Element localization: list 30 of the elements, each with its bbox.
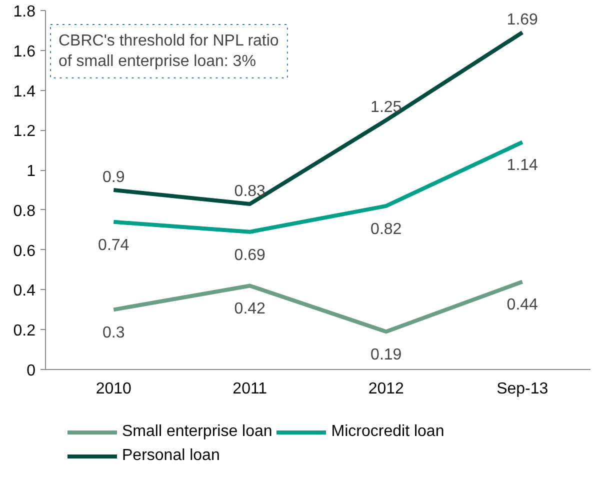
y-tick-label: 0.6: [13, 242, 36, 260]
x-tick-label: 2010: [96, 380, 132, 398]
y-tick-label: 0.8: [13, 202, 36, 220]
data-label: 0.82: [370, 220, 402, 238]
data-label: 1.69: [506, 11, 538, 28]
y-tick-label: 0: [26, 362, 36, 380]
data-label: 0.3: [102, 324, 125, 342]
data-label: 0.19: [370, 346, 402, 364]
y-tick-label: 0.2: [13, 322, 36, 340]
y-tick-label: 1.4: [13, 83, 36, 100]
data-label: 1.14: [506, 157, 538, 174]
legend-label: Personal loan: [122, 447, 220, 465]
data-label: 0.9: [102, 169, 125, 186]
data-label: 0.44: [506, 296, 538, 314]
x-tick-label: 2012: [368, 380, 404, 398]
y-tick-label: 1.2: [13, 123, 36, 140]
legend-label: Small enterprise loan: [122, 423, 272, 441]
y-tick-label: 1: [26, 163, 36, 180]
legend-label: Microcredit loan: [331, 423, 444, 441]
data-label: 0.83: [234, 182, 266, 200]
y-tick-label: 1.6: [13, 43, 36, 60]
data-label: 0.69: [234, 246, 266, 264]
y-tick-label: 0.4: [13, 282, 36, 300]
data-label: 1.25: [370, 99, 402, 116]
annotation: CBRC's threshold for NPL ratio of small enterprise loan: 3%: [58, 32, 279, 70]
data-label: 0.74: [98, 236, 130, 254]
x-tick-label: 2011: [232, 380, 268, 398]
y-tick-label: 1.8: [13, 4, 36, 20]
data-label: 0.42: [234, 300, 266, 318]
x-tick-label: Sep-13: [496, 380, 548, 398]
